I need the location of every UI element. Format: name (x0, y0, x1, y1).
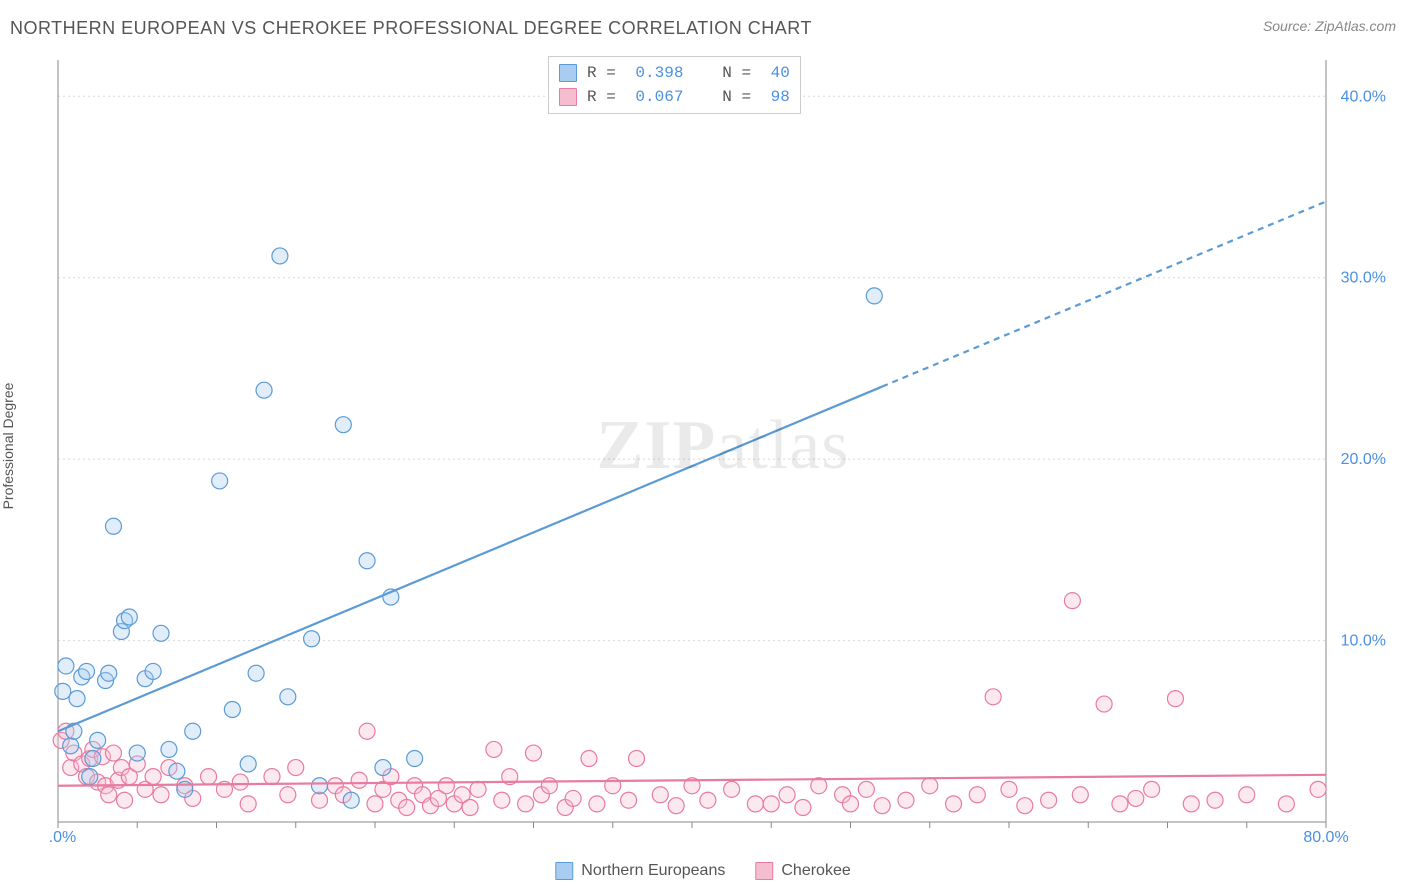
n-label: N = (693, 85, 760, 109)
n-value: 40 (771, 61, 790, 85)
r-label: R = (587, 61, 625, 85)
n-value: 98 (771, 85, 790, 109)
svg-text:80.0%: 80.0% (1303, 829, 1348, 842)
legend-label: Northern Europeans (581, 862, 725, 880)
scatter-chart-svg: 10.0% 20.0% 30.0% 40.0% 0.0% 80.0% (50, 50, 1396, 842)
legend-swatch (755, 862, 773, 880)
r-label: R = (587, 85, 625, 109)
y-axis-label: Professional Degree (0, 383, 16, 510)
source-attribution: Source: ZipAtlas.com (1263, 18, 1396, 34)
legend-item: Cherokee (755, 862, 850, 880)
svg-text:30.0%: 30.0% (1341, 270, 1386, 287)
series-legend: Northern Europeans Cherokee (555, 862, 850, 880)
r-value: 0.067 (635, 85, 683, 109)
stats-legend-box: R = 0.398 N = 40R = 0.067 N = 98 (548, 56, 801, 114)
chart-title: NORTHERN EUROPEAN VS CHEROKEE PROFESSION… (10, 18, 812, 39)
svg-text:20.0%: 20.0% (1341, 451, 1386, 468)
chart-header: NORTHERN EUROPEAN VS CHEROKEE PROFESSION… (10, 18, 1396, 39)
svg-text:40.0%: 40.0% (1341, 88, 1386, 105)
stats-legend-row: R = 0.398 N = 40 (559, 61, 790, 85)
r-value: 0.398 (635, 61, 683, 85)
legend-swatch (559, 88, 577, 106)
stats-legend-row: R = 0.067 N = 98 (559, 85, 790, 109)
legend-item: Northern Europeans (555, 862, 725, 880)
svg-text:0.0%: 0.0% (50, 829, 76, 842)
plot-area: 10.0%20.0%30.0%40.0%0.0%80.0% ZIPatlas R… (50, 50, 1396, 842)
legend-swatch (555, 862, 573, 880)
legend-label: Cherokee (781, 862, 850, 880)
svg-text:10.0%: 10.0% (1341, 633, 1386, 650)
n-label: N = (693, 61, 760, 85)
legend-swatch (559, 64, 577, 82)
